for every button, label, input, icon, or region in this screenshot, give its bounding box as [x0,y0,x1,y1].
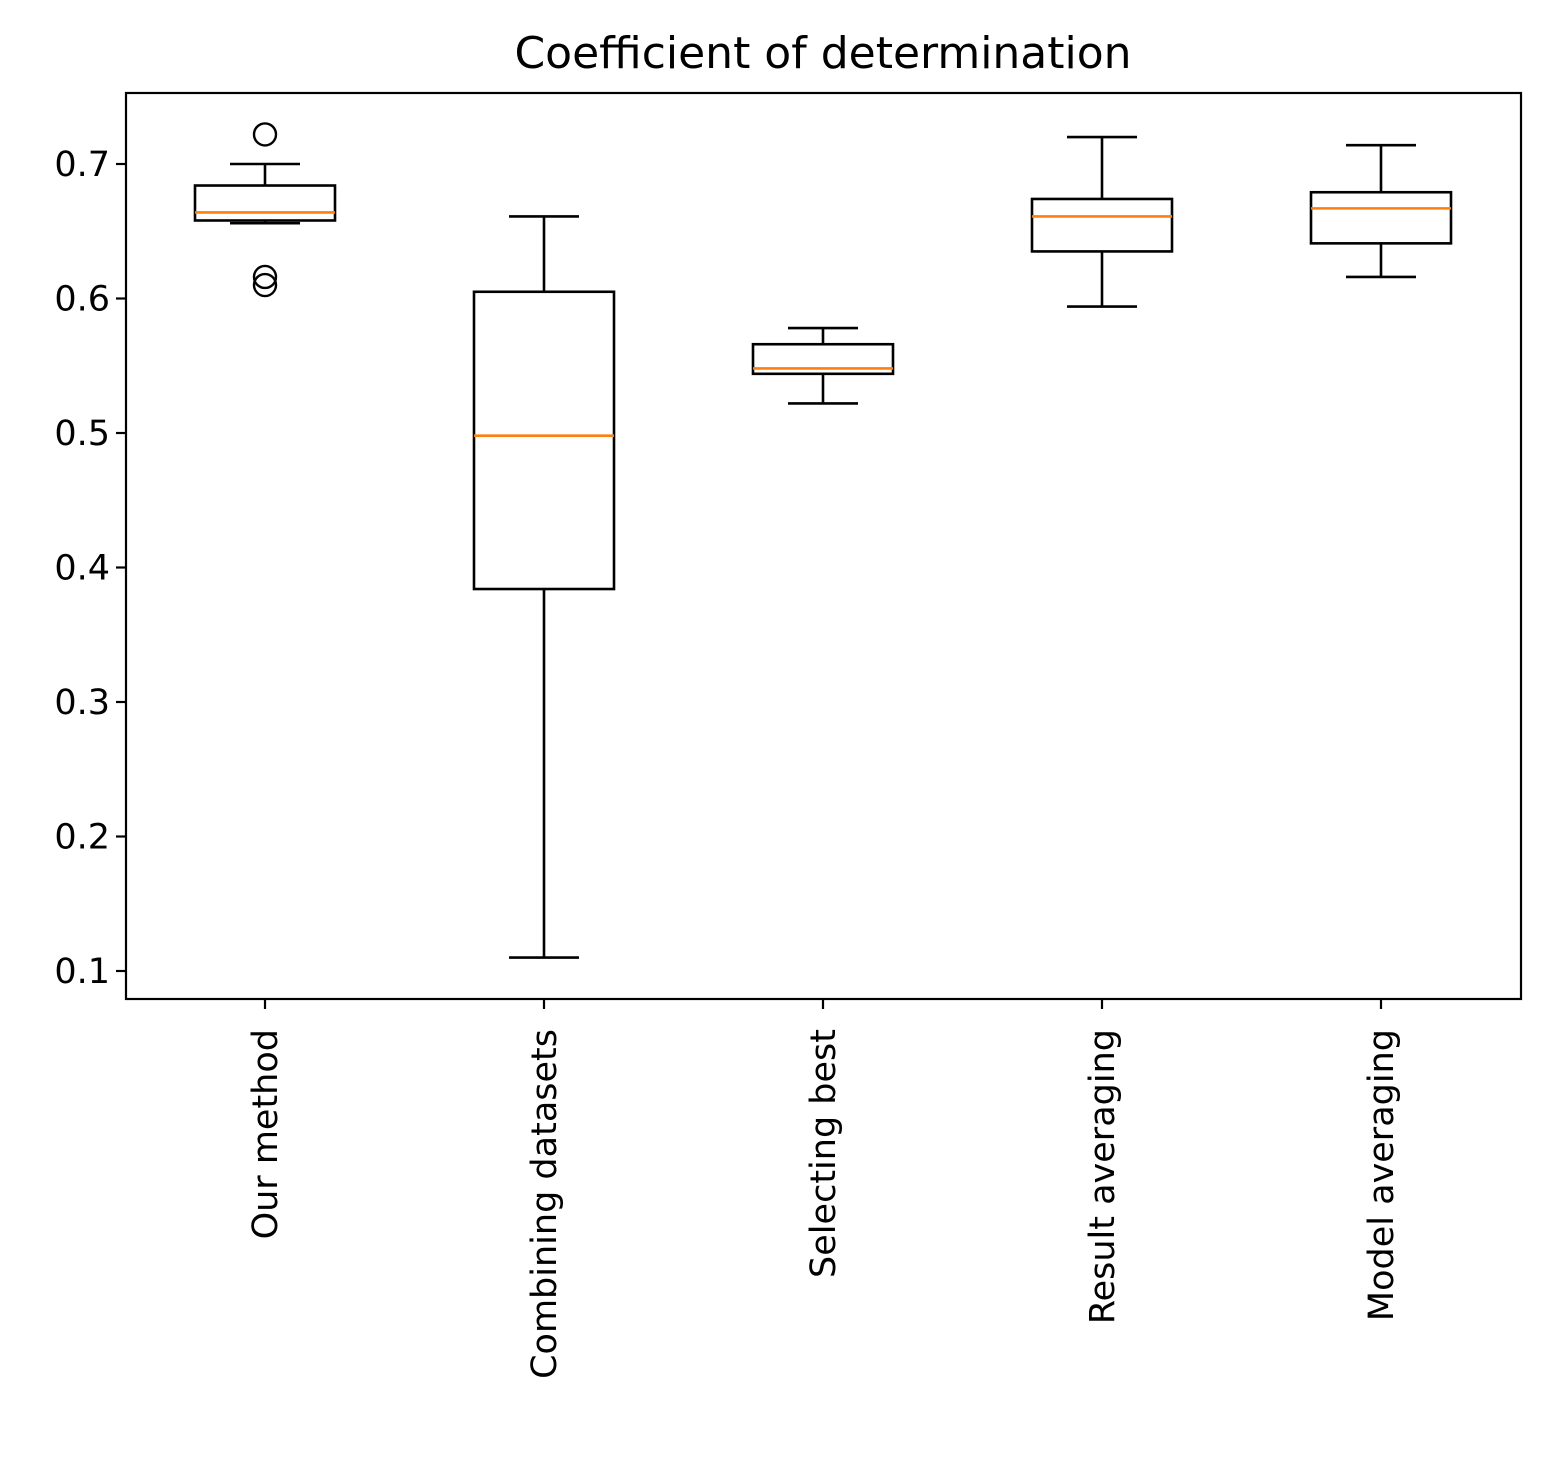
x-tick-label: Combining datasets [525,1029,565,1379]
y-tick-label: 0.4 [54,549,110,589]
outlier-point [252,264,278,290]
y-tick-label: 0.2 [54,818,110,858]
plot-area: 0.1 0.2 0.3 0.4 0.5 0.6 0.7 Our method Combining… [54,122,1453,1379]
box-iqr [1309,190,1453,245]
chart-title: Coefficient of determination [514,28,1131,79]
box-iqr [751,342,895,376]
box-iqr [1030,197,1174,253]
box-iqr [472,290,616,591]
x-tick-label: Model averaging [1362,1029,1402,1321]
x-tick-label: Selecting best [804,1029,844,1278]
x-tick-label: Our method [246,1029,286,1239]
x-tick-label: Result averaging [1083,1029,1123,1324]
box-iqr [193,184,337,222]
outlier-point [252,272,278,298]
y-tick-label: 0.5 [54,414,110,454]
y-tick-label: 0.1 [54,952,110,992]
y-tick-label: 0.6 [54,280,110,320]
y-tick-label: 0.3 [54,683,110,723]
axes-frame [124,91,1523,1001]
y-tick-label: 0.7 [54,145,110,185]
outlier-point [252,122,278,147]
